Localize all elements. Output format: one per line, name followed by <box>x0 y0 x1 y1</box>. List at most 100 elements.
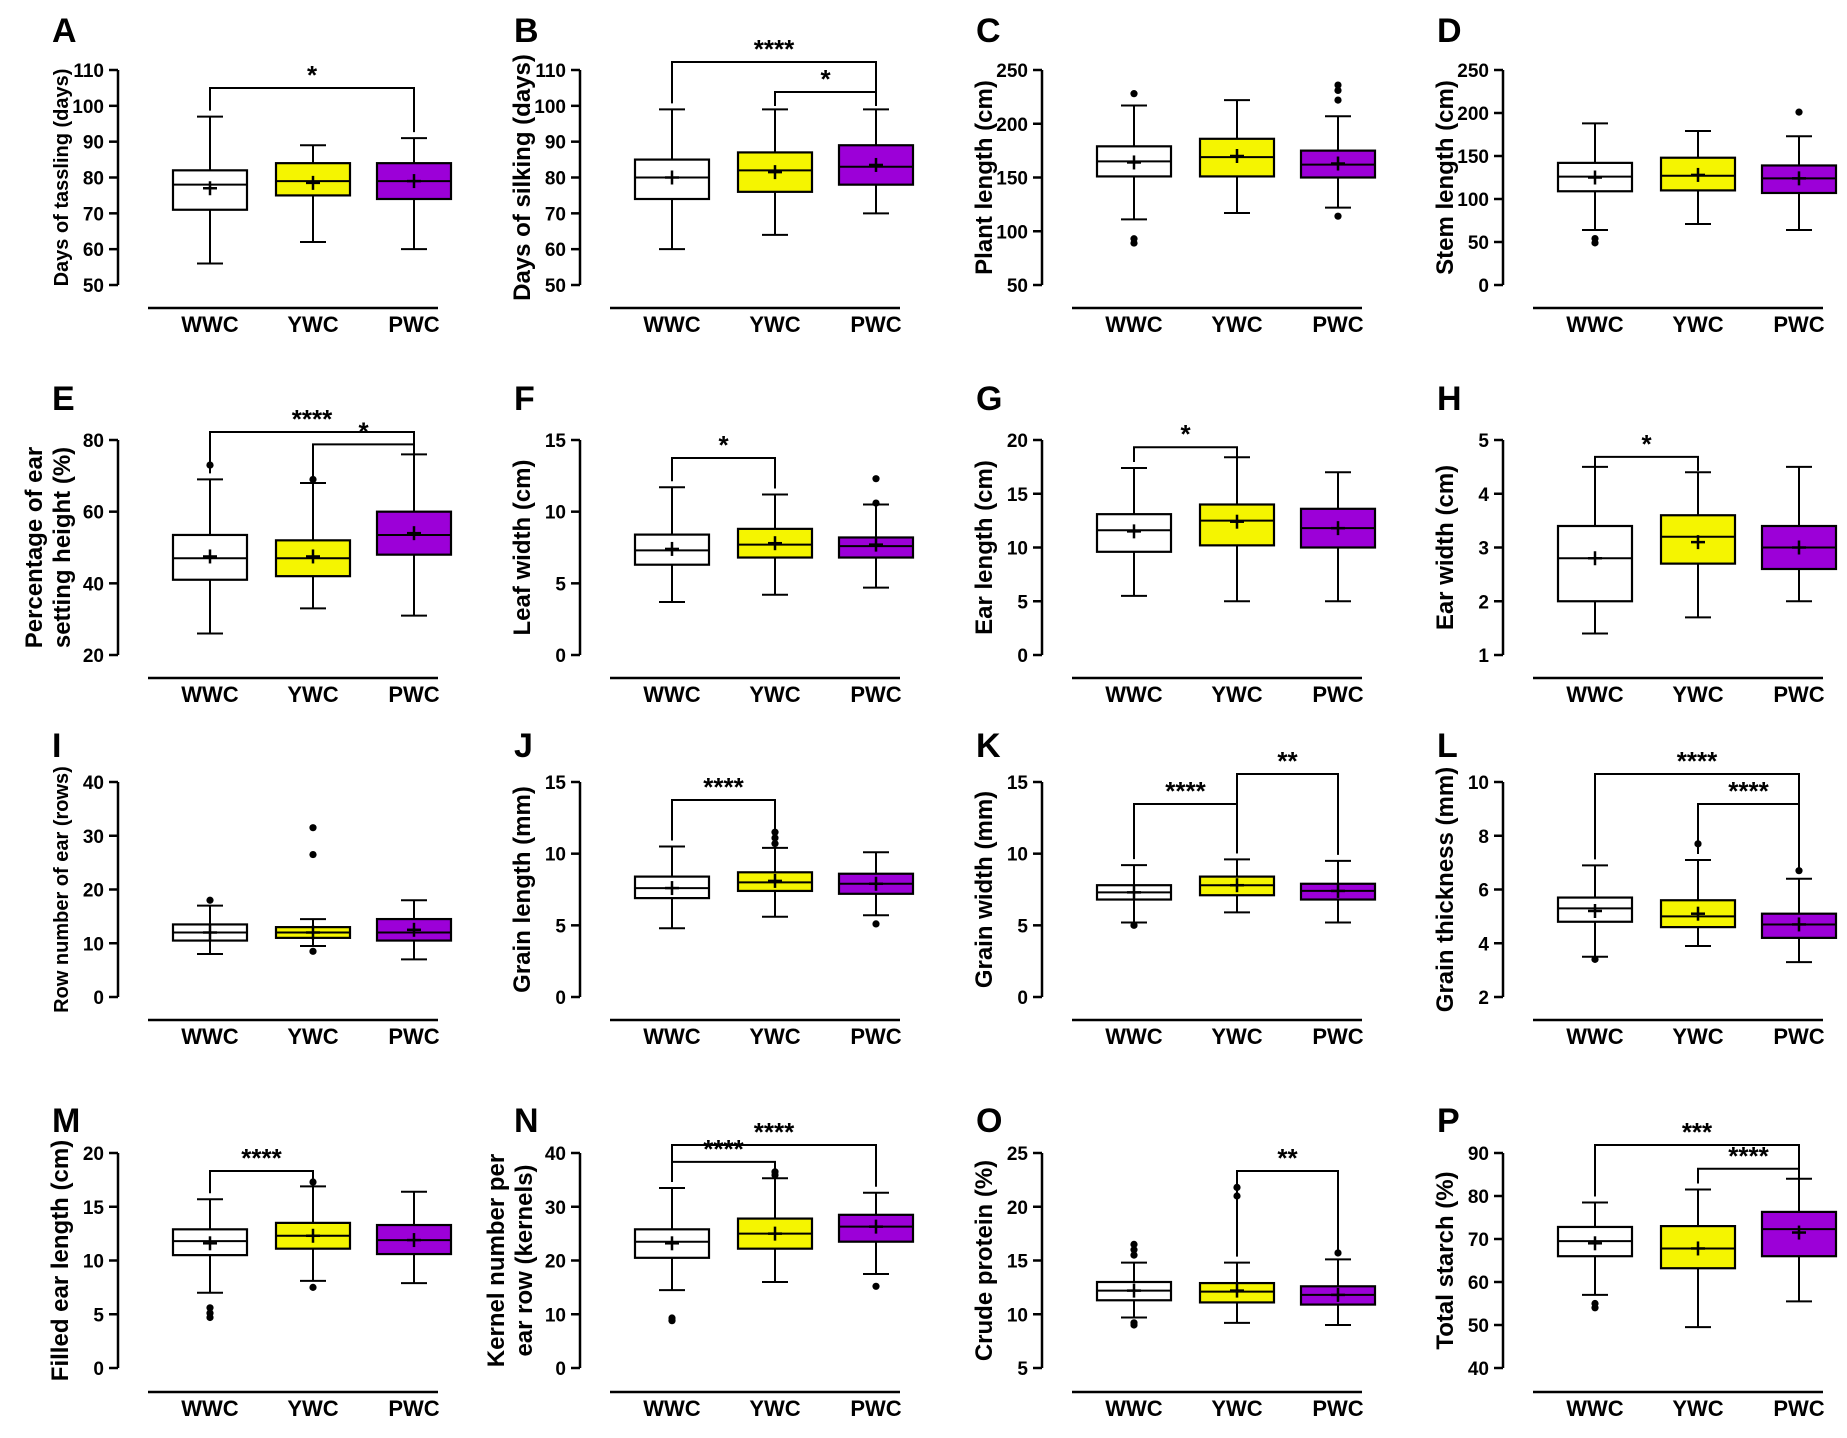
box-ywc <box>1198 858 1276 914</box>
y-axis-title: Stem length (cm) <box>1432 80 1459 275</box>
y-axis-title-line: Grain length (mm) <box>509 786 536 993</box>
category-label-wwc: WWC <box>643 312 701 337</box>
y-axis-title: Grain length (mm) <box>509 786 536 993</box>
y-tick-label: 30 <box>83 827 104 848</box>
y-axis-title: Row number of ear (rows) <box>51 766 73 1013</box>
panel-letter: J <box>514 727 533 765</box>
box-pwc <box>1760 108 1838 231</box>
bracket-line <box>1594 455 1699 471</box>
category-label-wwc: WWC <box>1566 682 1624 707</box>
y-axis-title: Days of silking (days) <box>509 54 536 301</box>
y-axis-title: Percentage of ear setting height (%) <box>21 447 76 648</box>
y-tick-label: 50 <box>1007 276 1028 297</box>
y-tick-label: 250 <box>996 61 1028 82</box>
significance-label: * <box>307 60 318 90</box>
outlier-point <box>872 1282 880 1290</box>
significance-label: * <box>1641 429 1652 459</box>
outlier-point <box>1130 921 1138 929</box>
y-tick-label: 10 <box>83 1252 104 1273</box>
chart-panel-f: F 0 5 10 15 Leaf width (cm) WWC YWC PWC * <box>509 380 915 707</box>
iqr-box <box>837 144 915 186</box>
category-label-pwc: PWC <box>1773 1024 1824 1049</box>
y-tick-label: 10 <box>545 1305 566 1326</box>
box-ywc <box>274 824 352 955</box>
outlier-point <box>1334 96 1342 104</box>
y-axis-title: Plant length (cm) <box>971 80 998 275</box>
bracket-line <box>671 61 877 104</box>
y-axis-title-line: Total starch (%) <box>1432 1171 1459 1349</box>
panel-letter: K <box>976 727 1001 765</box>
bracket-line <box>209 1170 314 1194</box>
box-wwc <box>1556 1201 1634 1312</box>
y-tick-label: 80 <box>1468 1187 1489 1208</box>
category-label-ywc: YWC <box>287 1396 338 1421</box>
outlier-point <box>309 1283 317 1291</box>
chart-panel-p: P 40 50 60 70 80 90 Total starch (%) WWC YWC PWC **… <box>1432 1102 1838 1421</box>
y-tick-label: 100 <box>72 97 104 118</box>
y-tick-label: 60 <box>1468 1273 1489 1294</box>
significance-label: **** <box>754 34 795 64</box>
y-tick-label: 10 <box>1007 1305 1028 1326</box>
category-label-wwc: WWC <box>181 682 239 707</box>
category-label-ywc: YWC <box>1672 1024 1723 1049</box>
y-tick-label: 10 <box>1468 773 1489 794</box>
y-tick-label: 0 <box>93 988 104 1009</box>
category-label-wwc: WWC <box>181 1396 239 1421</box>
category-label-pwc: PWC <box>1773 312 1824 337</box>
outlier-point <box>309 824 317 832</box>
category-label-ywc: YWC <box>1672 312 1723 337</box>
box-ywc <box>1659 471 1737 619</box>
panel-letter: C <box>976 12 1001 50</box>
y-axis-title: Grain thickness (mm) <box>1432 767 1459 1012</box>
bracket-line <box>209 87 415 133</box>
y-tick-label: 0 <box>1017 646 1028 667</box>
y-axis-title: Crude protein (%) <box>971 1160 998 1361</box>
outlier-point <box>1130 1321 1138 1329</box>
significance-label: **** <box>1165 776 1206 806</box>
y-tick-label: 2 <box>1478 988 1489 1009</box>
chart-panel-n: N 0 10 20 30 40 Kernel number per ear row (kern… <box>483 1102 915 1421</box>
box-wwc <box>1095 90 1173 247</box>
y-axis-title: Grain width (mm) <box>971 791 998 988</box>
iqr-box <box>736 527 814 559</box>
y-tick-label: 4 <box>1478 934 1489 955</box>
significance-label: **** <box>754 1117 795 1147</box>
y-tick-label: 100 <box>534 97 566 118</box>
y-tick-label: 0 <box>93 1359 104 1380</box>
category-label-ywc: YWC <box>1211 682 1262 707</box>
panel-letter: L <box>1437 727 1458 765</box>
y-axis-title: Filled ear length (cm) <box>47 1140 74 1381</box>
y-tick-label: 200 <box>996 115 1028 136</box>
bracket-line <box>1236 773 1339 855</box>
category-label-pwc: PWC <box>850 682 901 707</box>
category-label-ywc: YWC <box>1672 1396 1723 1421</box>
category-label-ywc: YWC <box>1211 1396 1262 1421</box>
bracket-line <box>1133 803 1238 860</box>
y-axis-title: Kernel number per ear row (kernels) <box>483 1154 538 1367</box>
category-label-ywc: YWC <box>287 1024 338 1049</box>
y-tick-label: 40 <box>1468 1359 1489 1380</box>
y-axis-title-line: Crude protein (%) <box>971 1160 998 1361</box>
y-tick-label: 50 <box>545 276 566 297</box>
category-label-pwc: PWC <box>388 682 439 707</box>
outlier-point <box>1591 239 1599 247</box>
category-label-wwc: WWC <box>181 1024 239 1049</box>
panel-letter: A <box>52 12 77 50</box>
significance-bracket: **** <box>1133 776 1238 860</box>
category-label-ywc: YWC <box>749 312 800 337</box>
category-label-wwc: WWC <box>1566 1024 1624 1049</box>
box-wwc <box>633 845 711 930</box>
outlier-point <box>771 840 779 848</box>
bracket-line <box>1236 1170 1339 1257</box>
panel-letter: G <box>976 380 1002 418</box>
significance-bracket: ** <box>1236 1143 1339 1257</box>
significance-label: * <box>820 64 831 94</box>
panel-letter: B <box>514 12 539 50</box>
y-tick-label: 15 <box>1007 1252 1029 1273</box>
y-tick-label: 5 <box>93 1305 104 1326</box>
y-tick-label: 0 <box>1478 276 1489 297</box>
panel-letter: I <box>52 727 61 765</box>
